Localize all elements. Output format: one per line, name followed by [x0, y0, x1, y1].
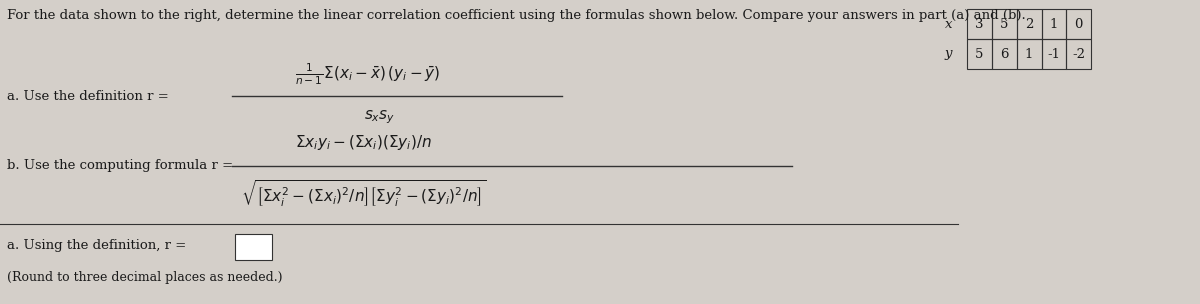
Bar	[991, 39, 1016, 69]
Text: y: y	[944, 47, 953, 60]
Text: 6: 6	[1000, 47, 1008, 60]
Text: 5: 5	[976, 47, 984, 60]
Bar	[967, 39, 991, 69]
Bar	[1016, 9, 1042, 39]
Bar	[235, 234, 271, 260]
Text: a. Using the definition, r =: a. Using the definition, r =	[7, 240, 187, 253]
Bar	[1042, 9, 1067, 39]
Text: For the data shown to the right, determine the linear correlation coefficient us: For the data shown to the right, determi…	[7, 9, 1026, 22]
Text: 0: 0	[1075, 18, 1082, 30]
Text: -1: -1	[1048, 47, 1061, 60]
Bar	[1016, 39, 1042, 69]
Text: -2: -2	[1073, 47, 1085, 60]
Text: 5: 5	[1000, 18, 1008, 30]
Bar	[967, 9, 991, 39]
Text: b. Use the computing formula r =: b. Use the computing formula r =	[7, 160, 234, 172]
Text: $\sqrt{\left[\Sigma x_i^2-(\Sigma x_i)^2/n\right]\left[\Sigma y_i^2-(\Sigma y_i): $\sqrt{\left[\Sigma x_i^2-(\Sigma x_i)^2…	[241, 179, 487, 209]
Text: a. Use the definition r =: a. Use the definition r =	[7, 89, 169, 102]
Text: 3: 3	[976, 18, 984, 30]
Bar	[991, 9, 1016, 39]
Text: 1: 1	[1050, 18, 1058, 30]
Text: 2: 2	[1025, 18, 1033, 30]
Bar	[1067, 39, 1091, 69]
Bar	[1067, 9, 1091, 39]
Text: x: x	[944, 18, 953, 30]
Text: (Round to three decimal places as needed.): (Round to three decimal places as needed…	[7, 271, 283, 285]
Text: $\frac{1}{n-1}\Sigma(x_i-\bar{x})\,(y_i-\bar{y})$: $\frac{1}{n-1}\Sigma(x_i-\bar{x})\,(y_i-…	[295, 61, 440, 87]
Text: $\Sigma x_i y_i - (\Sigma x_i)(\Sigma y_i)/n$: $\Sigma x_i y_i - (\Sigma x_i)(\Sigma y_…	[295, 133, 432, 151]
Text: 1: 1	[1025, 47, 1033, 60]
Text: $s_x s_y$: $s_x s_y$	[364, 108, 395, 126]
Bar	[1042, 39, 1067, 69]
